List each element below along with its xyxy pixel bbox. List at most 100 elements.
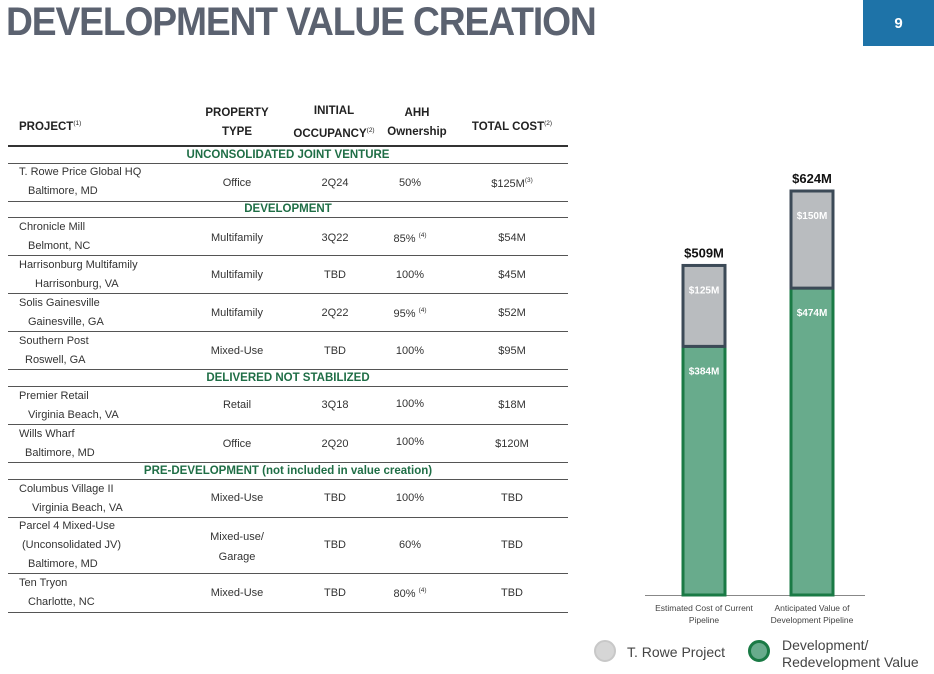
row-project: Chronicle Mill Belmont, NC [19,218,90,256]
row-project: Southern Post Roswell, GA [19,332,89,370]
project-name: Premier Retail [19,390,89,402]
bar-development-segment [789,286,835,597]
header-occupancy-footnote: (2) [366,127,375,134]
project-name: Southern Post [19,335,89,347]
legend-development-swatch [748,640,770,662]
project-location: Baltimore, MD [25,447,95,459]
row-project: Wills Wharf Baltimore, MD [19,425,95,463]
row-project: Parcel 4 Mixed-Use (Unconsolidated JV) B… [19,517,121,574]
property-type: Mixed-Use [210,587,264,599]
initial-occupancy: TBD [324,587,346,599]
total-cost: $18M [467,399,557,411]
initial-occupancy: 2Q20 [321,438,349,450]
row-project: Solis Gainesville Gainesville, GA [19,294,104,332]
property-type-line2: Garage [218,551,256,563]
cost-footnote: (3) [524,177,533,184]
section-development: DEVELOPMENT [244,203,332,215]
row-divider [8,612,568,613]
total-cost: TBD [467,539,557,551]
project-name: T. Rowe Price Global HQ [19,166,142,178]
ownership-value: 100% [395,398,425,410]
header-property-type-line2: TYPE [221,126,253,138]
ahh-ownership: 100% [365,398,455,410]
ahh-ownership: 50% [365,177,455,189]
category-label: Anticipated Value of [775,603,851,613]
initial-occupancy: 2Q24 [321,177,349,189]
page-title: DEVELOPMENT VALUE CREATION [6,0,597,44]
project-name: Wills Wharf [19,428,75,440]
category-label: Estimated Cost of Current [655,603,753,613]
row-divider [8,217,568,218]
pipeline-value-chart: $384M $125M $509M Estimated Cost of Current… [645,171,865,625]
header-ahh-ownership: AHH Ownership [372,104,462,142]
section-unconsolidated-joint-venture: UNCONSOLIDATED JOINT VENTURE [186,149,390,161]
total-cost: $95M [467,345,557,357]
legend-development-label: Development/ Redevelopment Value [782,637,919,671]
header-property-type: PROPERTY TYPE [192,104,282,142]
project-name: Parcel 4 Mixed-Use [19,520,115,532]
ownership-value: 80% [393,588,416,600]
header-property-type-line1: PROPERTY [205,107,269,119]
total-cost: $120M [467,438,557,450]
project-location: Harrisonburg, VA [35,278,119,290]
row-project: Columbus Village II Virginia Beach, VA [19,480,123,518]
cost-value: $45M [498,269,526,281]
row-divider [8,462,568,463]
legend-trowe-swatch [594,640,616,662]
property-type: Multifamily [211,232,263,244]
ownership-value: 100% [395,269,425,281]
project-name: Ten Tryon [19,577,68,589]
property-type: Office [222,177,252,189]
project-location: Virginia Beach, VA [28,409,119,421]
header-total-cost: TOTAL COST(2) [462,114,562,137]
row-divider [8,424,568,425]
property-type: Mixed-Use [210,345,264,357]
ownership-footnote: (4) [418,587,427,594]
header-cost-label: TOTAL COST [471,121,545,133]
ownership-footnote: (4) [418,232,427,239]
legend-development-line2: Redevelopment Value [782,654,919,670]
total-cost: $45M [467,269,557,281]
ownership-value: 50% [398,177,422,189]
cost-value: $95M [498,345,526,357]
ahh-ownership: 85% (4) [365,232,455,245]
header-project-label: PROJECT [19,121,74,133]
row-divider [8,479,568,480]
category-label: Pipeline [689,615,720,625]
project-location: Belmont, NC [28,240,91,252]
ownership-value: 95% [393,308,416,320]
cost-value: TBD [501,492,523,504]
total-cost: TBD [467,587,557,599]
initial-occupancy: 2Q22 [321,307,349,319]
total-cost: TBD [467,492,557,504]
ahh-ownership: 80% (4) [365,587,455,600]
row-divider [8,331,568,332]
property-type: Mixed-use/ Garage [192,527,282,567]
ownership-value: 100% [395,345,425,357]
total-cost: $52M [467,307,557,319]
property-type: Mixed-Use [210,492,264,504]
legend-development-line1: Development/ [782,637,869,653]
project-location: Baltimore, MD [28,185,98,197]
property-type: Retail [222,399,252,411]
row-divider [8,517,568,518]
header-cost-footnote: (2) [544,120,553,127]
ownership-footnote: (4) [418,307,427,314]
bar-total-label: $624M [792,171,832,186]
row-divider [8,163,568,164]
cost-value: $120M [495,438,529,450]
project-location: Baltimore, MD [28,558,98,570]
property-type: Multifamily [211,269,263,281]
project-name: Columbus Village II [19,483,114,495]
ownership-value: 100% [395,436,425,448]
bar-segment-label: $125M [689,285,720,296]
cost-value: $18M [498,399,526,411]
row-divider [8,293,568,294]
header-occupancy-label: OCCUPANCY [293,128,367,140]
category-label: Development Pipeline [771,615,854,625]
row-divider [8,255,568,256]
initial-occupancy: 3Q18 [321,399,349,411]
initial-occupancy: 3Q22 [321,232,349,244]
cost-value: $54M [498,232,526,244]
row-divider [8,386,568,387]
